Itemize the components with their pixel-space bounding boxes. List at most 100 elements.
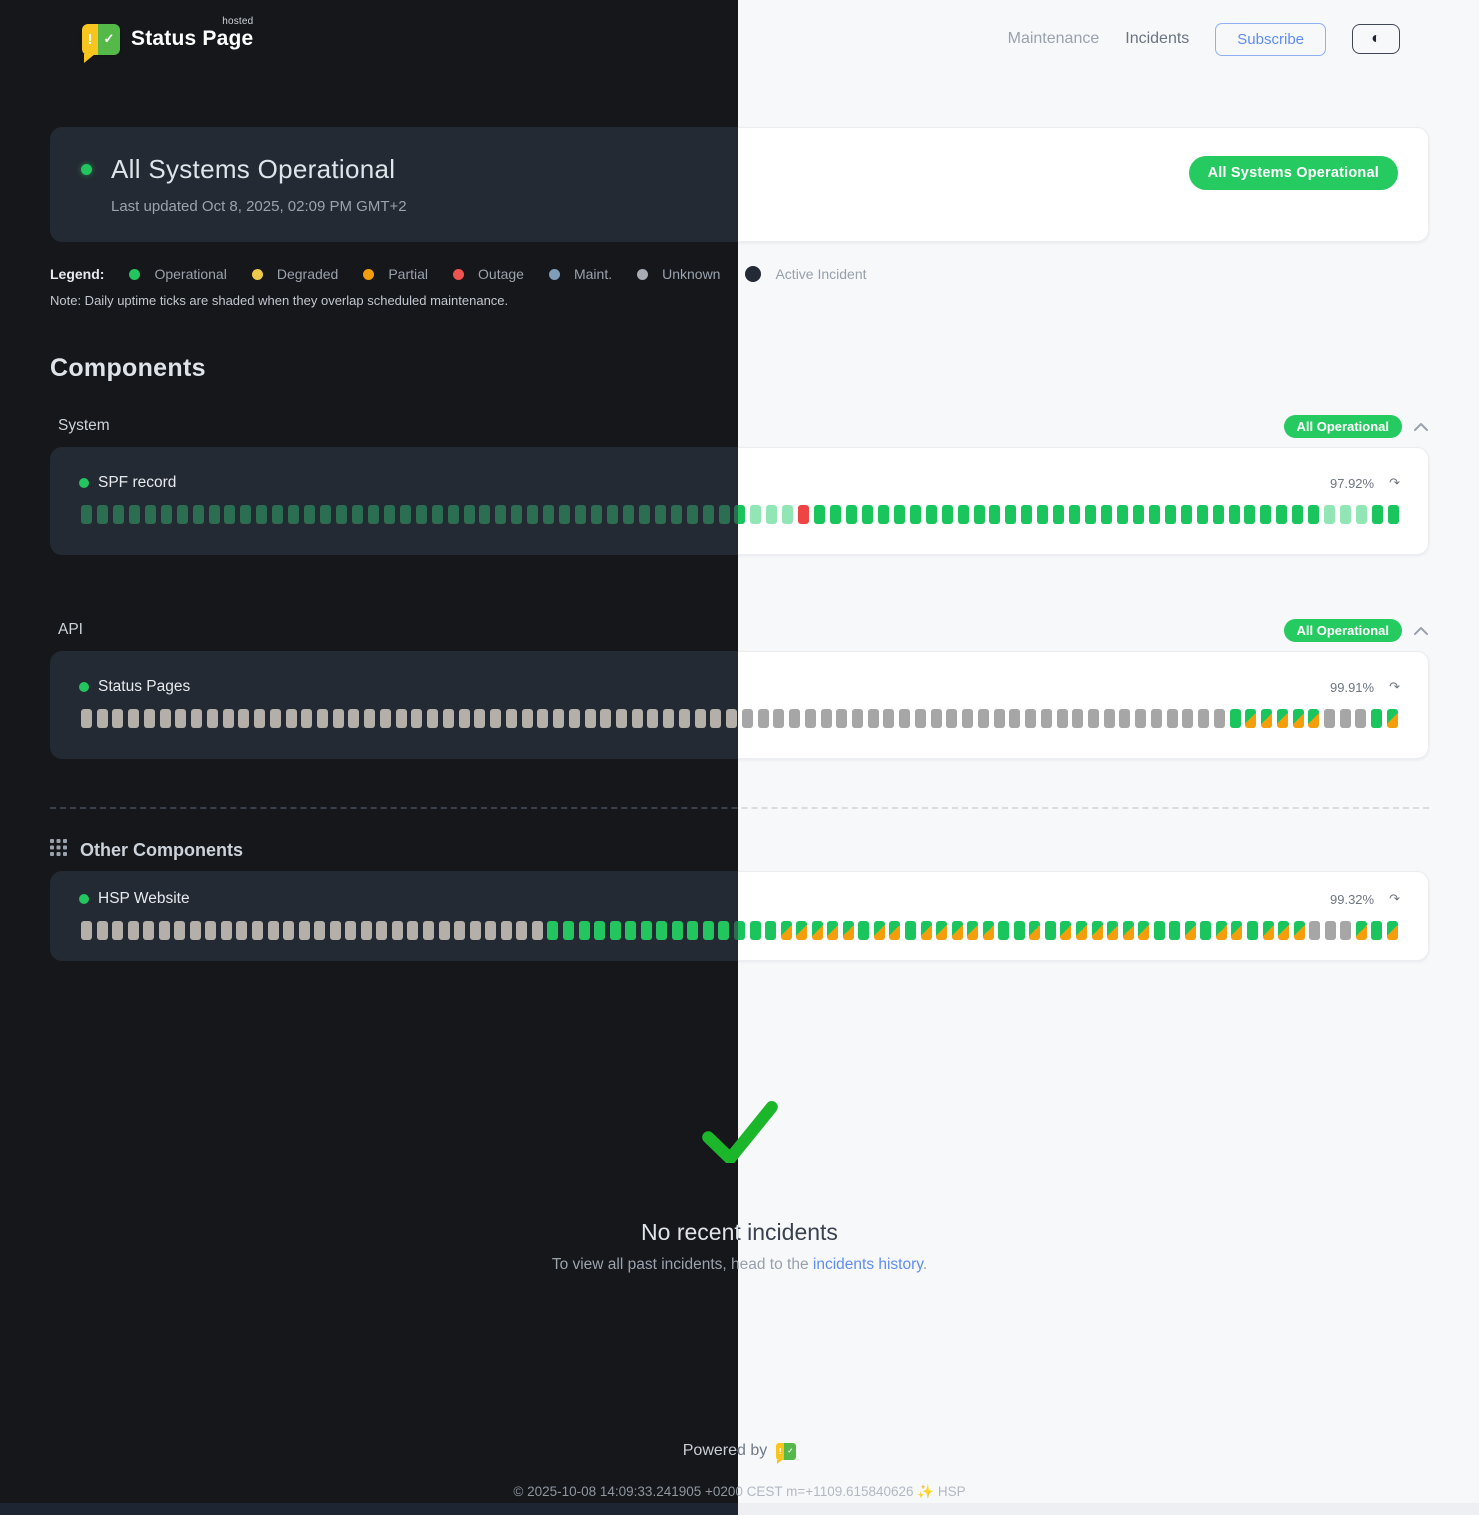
uptime-tick[interactable] [205, 921, 217, 940]
uptime-tick[interactable] [625, 921, 637, 940]
uptime-tick[interactable] [920, 921, 932, 940]
uptime-tick[interactable] [1037, 505, 1049, 524]
uptime-tick[interactable] [537, 709, 549, 728]
uptime-tick[interactable] [640, 921, 652, 940]
uptime-tick[interactable] [1355, 921, 1367, 940]
uptime-tick[interactable] [192, 505, 204, 524]
uptime-tick[interactable] [967, 921, 979, 940]
uptime-tick[interactable] [1153, 921, 1165, 940]
uptime-tick[interactable] [631, 709, 643, 728]
uptime-tick[interactable] [893, 505, 905, 524]
uptime-tick[interactable] [1060, 921, 1072, 940]
uptime-tick[interactable] [364, 709, 376, 728]
uptime-tick[interactable] [220, 921, 232, 940]
uptime-tick[interactable] [96, 505, 108, 524]
uptime-tick[interactable] [1122, 921, 1134, 940]
uptime-tick[interactable] [442, 709, 454, 728]
uptime-tick[interactable] [877, 505, 889, 524]
uptime-tick[interactable] [738, 505, 746, 524]
uptime-tick[interactable] [1324, 505, 1336, 524]
uptime-tick[interactable] [951, 921, 963, 940]
uptime-tick[interactable] [345, 921, 357, 940]
uptime-tick[interactable] [993, 709, 1005, 728]
uptime-tick[interactable] [904, 921, 916, 940]
uptime-tick[interactable] [1340, 505, 1352, 524]
nav-incidents[interactable]: Incidents [1125, 30, 1190, 47]
uptime-tick[interactable] [238, 709, 250, 728]
uptime-tick[interactable] [1262, 921, 1274, 940]
uptime-tick[interactable] [1356, 505, 1367, 524]
uptime-tick[interactable] [479, 505, 491, 524]
uptime-tick[interactable] [431, 505, 443, 524]
uptime-tick[interactable] [272, 505, 284, 524]
uptime-tick[interactable] [521, 709, 533, 728]
uptime-tick[interactable] [411, 709, 423, 728]
uptime-tick[interactable] [463, 505, 475, 524]
uptime-tick[interactable] [1009, 709, 1021, 728]
uptime-tick[interactable] [1228, 505, 1240, 524]
uptime-tick[interactable] [591, 505, 602, 524]
uptime-tick[interactable] [236, 921, 248, 940]
uptime-tick[interactable] [914, 709, 926, 728]
theme-toggle-button[interactable]: ◐ [1352, 24, 1400, 54]
uptime-tick[interactable] [1198, 709, 1210, 728]
uptime-tick[interactable] [584, 709, 596, 728]
uptime-tick[interactable] [609, 921, 621, 940]
uptime-tick[interactable] [143, 709, 155, 728]
uptime-tick[interactable] [814, 505, 826, 524]
uptime-tick[interactable] [1245, 709, 1257, 728]
uptime-tick[interactable] [750, 505, 762, 524]
uptime-tick[interactable] [269, 709, 281, 728]
uptime-tick[interactable] [256, 505, 268, 524]
uptime-tick[interactable] [128, 505, 140, 524]
uptime-tick[interactable] [283, 921, 295, 940]
uptime-tick[interactable] [240, 505, 252, 524]
uptime-tick[interactable] [851, 709, 863, 728]
uptime-tick[interactable] [516, 921, 528, 940]
uptime-tick[interactable] [469, 921, 481, 940]
uptime-tick[interactable] [1386, 709, 1398, 728]
uptime-tick[interactable] [670, 505, 682, 524]
uptime-tick[interactable] [559, 505, 571, 524]
uptime-tick[interactable] [773, 709, 785, 728]
uptime-tick[interactable] [738, 921, 745, 940]
uptime-tick[interactable] [600, 709, 612, 728]
uptime-tick[interactable] [458, 709, 470, 728]
uptime-tick[interactable] [543, 505, 555, 524]
uptime-tick[interactable] [351, 505, 363, 524]
uptime-tick[interactable] [946, 709, 958, 728]
uptime-tick[interactable] [505, 709, 517, 728]
uptime-tick[interactable] [1029, 921, 1041, 940]
uptime-tick[interactable] [1072, 709, 1084, 728]
uptime-tick[interactable] [663, 709, 675, 728]
uptime-tick[interactable] [314, 921, 326, 940]
uptime-tick[interactable] [830, 505, 842, 524]
uptime-tick[interactable] [766, 505, 778, 524]
uptime-tick[interactable] [1340, 921, 1352, 940]
uptime-tick[interactable] [804, 709, 816, 728]
uptime-tick[interactable] [615, 709, 627, 728]
uptime-tick[interactable] [254, 709, 266, 728]
uptime-tick[interactable] [930, 709, 942, 728]
uptime-tick[interactable] [811, 921, 823, 940]
uptime-tick[interactable] [820, 709, 832, 728]
uptime-tick[interactable] [846, 505, 857, 524]
uptime-tick[interactable] [883, 709, 895, 728]
uptime-tick[interactable] [973, 505, 985, 524]
uptime-tick[interactable] [267, 921, 279, 940]
uptime-tick[interactable] [909, 505, 921, 524]
uptime-tick[interactable] [336, 505, 347, 524]
uptime-tick[interactable] [1212, 505, 1224, 524]
uptime-tick[interactable] [332, 709, 344, 728]
uptime-tick[interactable] [1276, 709, 1288, 728]
uptime-tick[interactable] [288, 505, 300, 524]
uptime-tick[interactable] [112, 921, 124, 940]
uptime-tick[interactable] [144, 505, 156, 524]
uptime-tick[interactable] [594, 921, 606, 940]
uptime-tick[interactable] [285, 709, 297, 728]
uptime-tick[interactable] [1196, 505, 1208, 524]
uptime-tick[interactable] [1148, 505, 1160, 524]
uptime-tick[interactable] [789, 709, 801, 728]
uptime-tick[interactable] [873, 921, 885, 940]
uptime-tick[interactable] [317, 709, 329, 728]
